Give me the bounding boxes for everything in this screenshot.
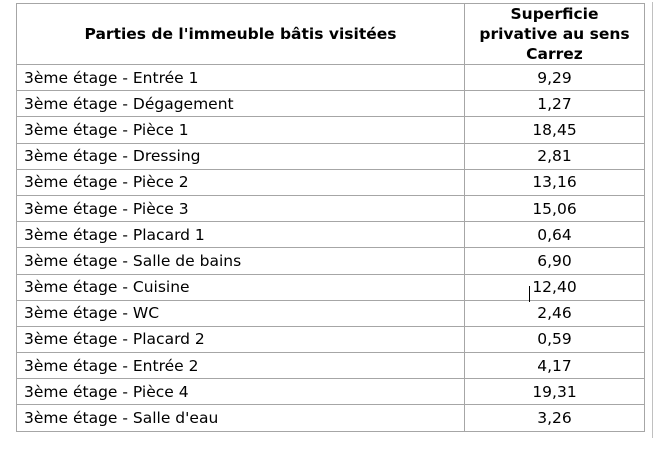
row-part-label: 3ème étage - Dégagement — [16, 90, 465, 118]
table-row: 3ème étage - Salle de bains 6,90 — [16, 247, 645, 275]
row-part-label: 3ème étage - Placard 2 — [16, 325, 465, 354]
table-row: 3ème étage - Pièce 2 13,16 — [16, 168, 645, 196]
table-row: 3ème étage - Entrée 2 4,17 — [16, 352, 645, 380]
table-row: 3ème étage - Salle d'eau 3,26 — [16, 404, 645, 432]
row-part-label: 3ème étage - Pièce 1 — [16, 116, 465, 144]
row-area-value: 4,17 — [464, 352, 645, 380]
surface-table: Parties de l'immeuble bâtis visitées Sup… — [16, 3, 645, 432]
header-parts: Parties de l'immeuble bâtis visitées — [16, 3, 465, 65]
row-part-label: 3ème étage - Pièce 2 — [16, 168, 465, 196]
row-part-label: 3ème étage - Entrée 1 — [16, 63, 465, 92]
row-part-label: 3ème étage - Cuisine — [16, 273, 465, 301]
table-row: 3ème étage - Placard 1 0,64 — [16, 221, 645, 249]
row-area-value: 1,27 — [464, 90, 645, 118]
table-row: 3ème étage - Cuisine 12,40 — [16, 273, 645, 301]
table-row: 3ème étage - Pièce 3 15,06 — [16, 194, 645, 223]
row-part-label: 3ème étage - Entrée 2 — [16, 352, 465, 380]
row-area-value: 9,29 — [464, 63, 645, 92]
table-row: 3ème étage - Dressing 2,81 — [16, 142, 645, 170]
header-row: Parties de l'immeuble bâtis visitées Sup… — [16, 3, 645, 65]
row-area-value: 2,46 — [464, 299, 645, 327]
row-area-value: 6,90 — [464, 247, 645, 275]
row-part-label: 3ème étage - Dressing — [16, 142, 465, 170]
row-area-value: 0,64 — [464, 221, 645, 249]
table-row: 3ème étage - Entrée 1 9,29 — [16, 63, 645, 92]
table-row: 3ème étage - Dégagement 1,27 — [16, 90, 645, 118]
text-cursor — [529, 286, 530, 302]
header-area: Superficie privative au sens Carrez — [464, 3, 645, 65]
row-area-value: 12,40 — [464, 273, 645, 301]
row-part-label: 3ème étage - Pièce 3 — [16, 194, 465, 223]
table-row: 3ème étage - WC 2,46 — [16, 299, 645, 327]
table-row: 3ème étage - Pièce 1 18,45 — [16, 116, 645, 144]
row-part-label: 3ème étage - Salle d'eau — [16, 404, 465, 432]
table-row: 3ème étage - Placard 2 0,59 — [16, 325, 645, 354]
row-area-value: 15,06 — [464, 194, 645, 223]
table-row: 3ème étage - Pièce 4 19,31 — [16, 378, 645, 406]
row-area-value: 19,31 — [464, 378, 645, 406]
row-part-label: 3ème étage - WC — [16, 299, 465, 327]
row-part-label: 3ème étage - Pièce 4 — [16, 378, 465, 406]
row-area-value: 3,26 — [464, 404, 645, 432]
row-part-label: 3ème étage - Placard 1 — [16, 221, 465, 249]
row-area-value: 18,45 — [464, 116, 645, 144]
page-edge-line — [652, 2, 653, 438]
row-part-label: 3ème étage - Salle de bains — [16, 247, 465, 275]
row-area-value: 13,16 — [464, 168, 645, 196]
row-area-value: 0,59 — [464, 325, 645, 354]
row-area-value: 2,81 — [464, 142, 645, 170]
